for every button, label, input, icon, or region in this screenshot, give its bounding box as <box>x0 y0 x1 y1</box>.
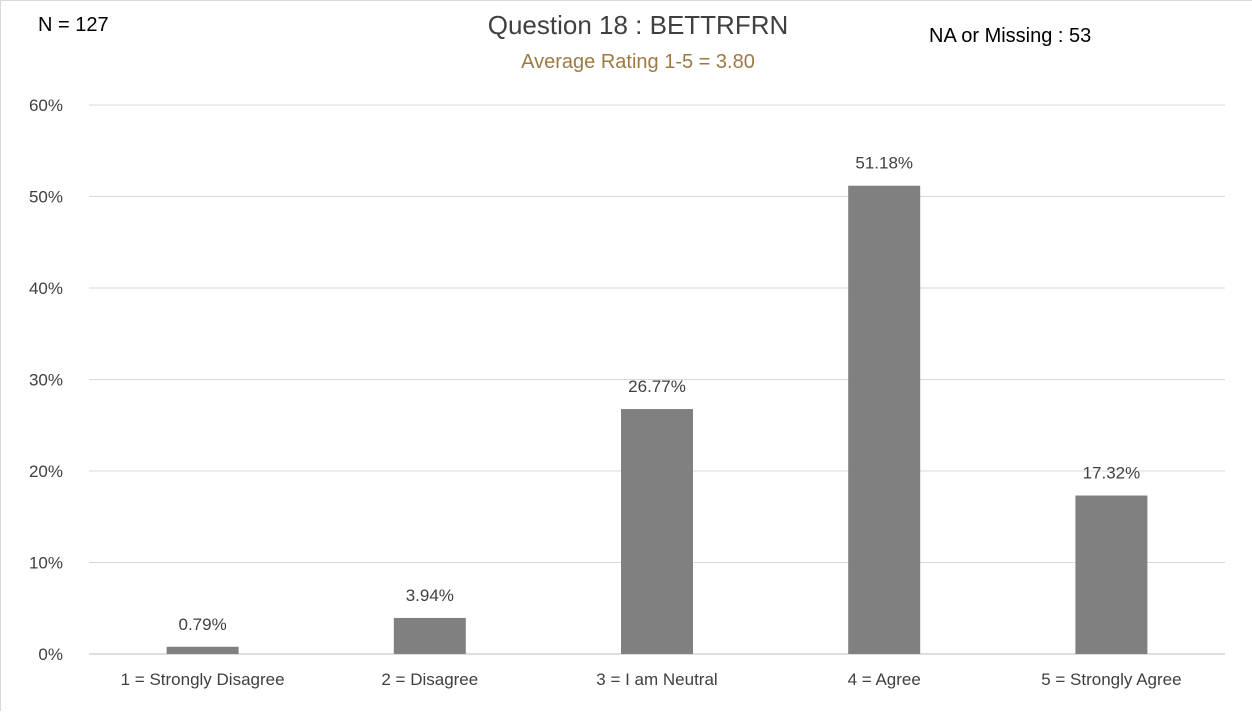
sample-size-label: N = 127 <box>38 14 109 36</box>
bar <box>1075 495 1148 654</box>
bar <box>166 646 239 654</box>
y-tick-label: 50% <box>29 188 63 207</box>
x-tick-label: 3 = I am Neutral <box>596 670 717 689</box>
x-tick-label: 5 = Strongly Agree <box>1041 670 1181 689</box>
x-tick-label: 1 = Strongly Disagree <box>121 670 285 689</box>
x-tick-label: 4 = Agree <box>848 670 921 689</box>
chart-subtitle: Average Rating 1-5 = 3.80 <box>521 51 755 73</box>
y-tick-label: 40% <box>29 279 63 298</box>
data-label: 0.79% <box>178 615 226 634</box>
y-axis-ticks: 0% 10% 20% 30% 40% 50% 60% <box>29 96 63 664</box>
x-axis-ticks: 1 = Strongly Disagree 2 = Disagree 3 = I a… <box>121 670 1182 689</box>
chart-title: Question 18 : BETTRFRN <box>488 10 789 40</box>
bar <box>621 409 693 654</box>
y-tick-label: 30% <box>29 371 63 390</box>
y-tick-label: 60% <box>29 96 63 115</box>
bars <box>166 185 1148 654</box>
bar <box>848 185 921 654</box>
missing-count-label: NA or Missing : 53 <box>929 25 1091 47</box>
data-label: 26.77% <box>628 377 686 396</box>
data-label: 3.94% <box>406 586 454 605</box>
x-tick-label: 2 = Disagree <box>381 670 478 689</box>
data-label: 51.18% <box>855 154 913 173</box>
data-label: 17.32% <box>1083 464 1141 483</box>
bar <box>393 617 466 654</box>
data-labels: 0.79% 3.94% 26.77% 51.18% 17.32% <box>178 154 1140 634</box>
y-tick-label: 20% <box>29 462 63 481</box>
y-tick-label: 10% <box>29 554 63 573</box>
y-tick-label: 0% <box>38 645 63 664</box>
